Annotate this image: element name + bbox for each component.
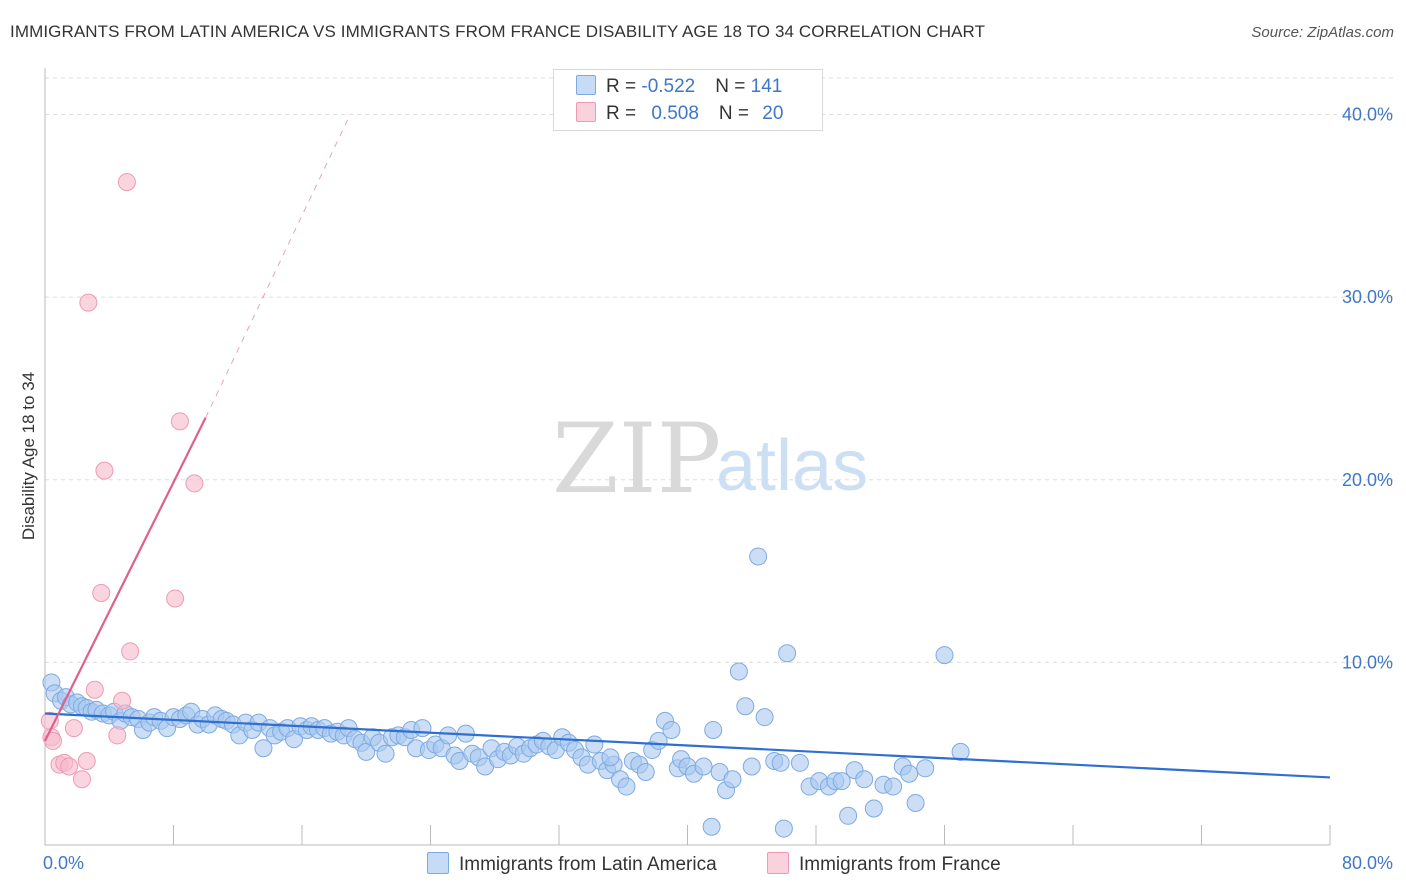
data-point-latin-america bbox=[864, 799, 883, 818]
bottom-legend-latin-america: Immigrants from Latin America bbox=[427, 852, 717, 876]
trend-layer bbox=[44, 114, 1331, 779]
data-point-france bbox=[113, 691, 132, 710]
watermark-zip: ZIP bbox=[552, 403, 721, 515]
data-point-latin-america bbox=[778, 644, 797, 663]
chart-title: IMMIGRANTS FROM LATIN AMERICA VS IMMIGRA… bbox=[10, 22, 986, 41]
source-name: ZipAtlas.com bbox=[1307, 24, 1394, 41]
data-point-france bbox=[72, 770, 91, 789]
data-point-latin-america bbox=[736, 697, 755, 716]
watermark: ZIP atlas bbox=[552, 403, 868, 515]
data-point-latin-america bbox=[774, 819, 793, 838]
source-credit: Source: ZipAtlas.com bbox=[1251, 24, 1394, 41]
trend-line-latin-america bbox=[44, 712, 1331, 779]
legend-swatch-france bbox=[576, 102, 596, 122]
legend-row-latin-america: R = -0.522 N = 141 bbox=[576, 75, 782, 99]
data-point-latin-america bbox=[790, 753, 809, 772]
data-point-latin-america bbox=[951, 742, 970, 761]
data-point-latin-america bbox=[906, 793, 925, 812]
bottom-legend-label: Immigrants from France bbox=[799, 854, 1001, 875]
data-point-latin-america bbox=[694, 757, 713, 776]
data-point-france bbox=[95, 461, 114, 480]
data-point-latin-america bbox=[832, 772, 851, 791]
legend-r-label: R = bbox=[606, 76, 642, 97]
data-point-latin-america bbox=[755, 708, 774, 727]
data-point-latin-america bbox=[935, 646, 954, 665]
data-point-latin-america bbox=[884, 777, 903, 796]
data-point-france bbox=[44, 731, 63, 750]
data-point-france bbox=[77, 751, 96, 770]
trend-line-france bbox=[44, 417, 207, 742]
label-layer: 10.0% 20.0% 30.0% 40.0% 0.0% 80.0% bbox=[43, 105, 1393, 873]
stats-legend: R = -0.522 N = 141 R = 0.508 N = 20 bbox=[553, 69, 823, 131]
data-point-france bbox=[117, 173, 136, 192]
data-point-latin-america bbox=[855, 770, 874, 789]
data-point-latin-america bbox=[662, 720, 681, 739]
y-tick-label: 10.0% bbox=[1342, 652, 1393, 672]
watermark-atlas: atlas bbox=[716, 426, 868, 506]
data-point-latin-america bbox=[749, 547, 768, 566]
y-axis-label: Disability Age 18 to 34 bbox=[19, 372, 38, 540]
data-point-france bbox=[85, 680, 104, 699]
data-point-latin-america bbox=[742, 757, 761, 776]
legend-n-value: 20 bbox=[762, 103, 784, 124]
x-tick-label-max: 80.0% bbox=[1342, 853, 1393, 873]
data-point-france bbox=[121, 642, 140, 661]
data-point-latin-america bbox=[439, 726, 458, 745]
data-point-france bbox=[170, 412, 189, 431]
data-point-france bbox=[79, 293, 98, 312]
legend-row-france: R = 0.508 N = 20 bbox=[576, 102, 783, 126]
series-france-points bbox=[40, 173, 204, 789]
bottom-legend-swatch-france bbox=[767, 852, 789, 874]
legend-n-label: N = bbox=[718, 103, 755, 124]
legend-r-value: 0.508 bbox=[651, 103, 699, 124]
grid-layer bbox=[45, 77, 1395, 663]
data-point-latin-america bbox=[771, 753, 790, 772]
legend-r-label: R = bbox=[606, 103, 642, 124]
legend-n-label: N = bbox=[715, 76, 751, 97]
y-tick-label: 20.0% bbox=[1342, 470, 1393, 490]
bottom-legend-france: Immigrants from France bbox=[767, 852, 1001, 876]
x-tick-label-min: 0.0% bbox=[43, 853, 84, 873]
legend-n-value: 141 bbox=[750, 76, 783, 97]
data-point-latin-america bbox=[900, 764, 919, 783]
y-tick-label: 30.0% bbox=[1342, 287, 1393, 307]
data-point-france bbox=[185, 474, 204, 493]
data-point-latin-america bbox=[636, 762, 655, 781]
data-point-latin-america bbox=[601, 748, 620, 767]
data-point-latin-america bbox=[702, 817, 721, 836]
data-point-france bbox=[108, 726, 127, 745]
data-point-latin-america bbox=[413, 719, 432, 738]
data-point-latin-america bbox=[839, 806, 858, 825]
data-point-france bbox=[166, 589, 185, 608]
legend-swatch-latin-america bbox=[576, 75, 596, 95]
y-tick-label: 40.0% bbox=[1342, 105, 1393, 125]
data-point-france bbox=[92, 583, 111, 602]
data-point-latin-america bbox=[729, 662, 748, 681]
data-point-latin-america bbox=[617, 777, 636, 796]
series-latin-america-points bbox=[42, 547, 970, 838]
data-point-france bbox=[64, 719, 83, 738]
data-point-latin-america bbox=[704, 720, 723, 739]
source-prefix: Source: bbox=[1251, 24, 1308, 41]
trend-line-france-extension bbox=[205, 114, 351, 418]
data-point-latin-america bbox=[585, 735, 604, 754]
legend-r-value: -0.522 bbox=[641, 76, 696, 97]
bottom-legend-label: Immigrants from Latin America bbox=[459, 854, 717, 875]
data-point-latin-america bbox=[254, 739, 273, 758]
data-point-latin-america bbox=[376, 744, 395, 763]
data-point-latin-america bbox=[916, 759, 935, 778]
bottom-legend-swatch-latin-america bbox=[427, 852, 449, 874]
data-point-latin-america bbox=[723, 770, 742, 789]
data-point-france bbox=[60, 757, 79, 776]
